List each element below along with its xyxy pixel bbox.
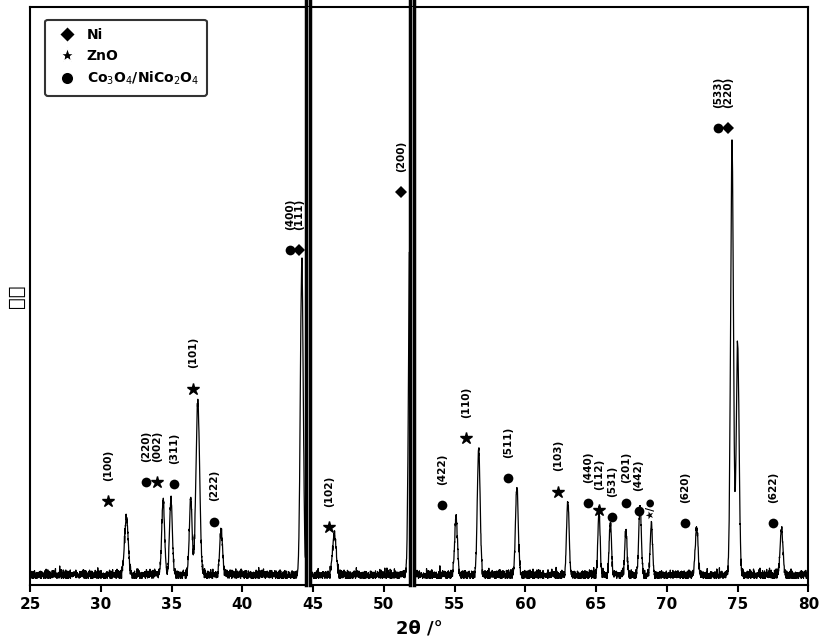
Text: ★/●: ★/● xyxy=(645,497,655,519)
X-axis label: 2θ /°: 2θ /° xyxy=(396,619,443,637)
Text: (531): (531) xyxy=(607,466,617,497)
Text: (222): (222) xyxy=(209,470,219,502)
Text: (622): (622) xyxy=(768,471,778,502)
Text: (112): (112) xyxy=(594,459,604,490)
Text: (002): (002) xyxy=(153,431,163,462)
Text: (220): (220) xyxy=(141,431,151,462)
Text: (533): (533) xyxy=(713,77,723,108)
Text: (422): (422) xyxy=(437,454,447,485)
Text: (400): (400) xyxy=(286,198,296,230)
Text: (220): (220) xyxy=(723,77,733,108)
Y-axis label: 强度: 强度 xyxy=(7,285,26,308)
Legend: Ni, ZnO, Co$_3$O$_4$/NiCo$_2$O$_4$: Ni, ZnO, Co$_3$O$_4$/NiCo$_2$O$_4$ xyxy=(45,20,207,95)
Text: (442): (442) xyxy=(634,460,643,491)
Text: (311): (311) xyxy=(169,433,179,464)
Text: (200): (200) xyxy=(396,140,406,172)
Text: (101): (101) xyxy=(188,337,198,368)
Text: (110): (110) xyxy=(461,386,471,417)
Text: (111): (111) xyxy=(294,198,304,230)
Text: (511): (511) xyxy=(503,427,514,458)
Text: (201): (201) xyxy=(621,451,631,483)
Text: (103): (103) xyxy=(553,440,563,471)
Text: (102): (102) xyxy=(324,476,334,507)
Text: (620): (620) xyxy=(681,471,691,502)
Text: (100): (100) xyxy=(103,450,113,481)
Text: (440): (440) xyxy=(582,451,593,483)
